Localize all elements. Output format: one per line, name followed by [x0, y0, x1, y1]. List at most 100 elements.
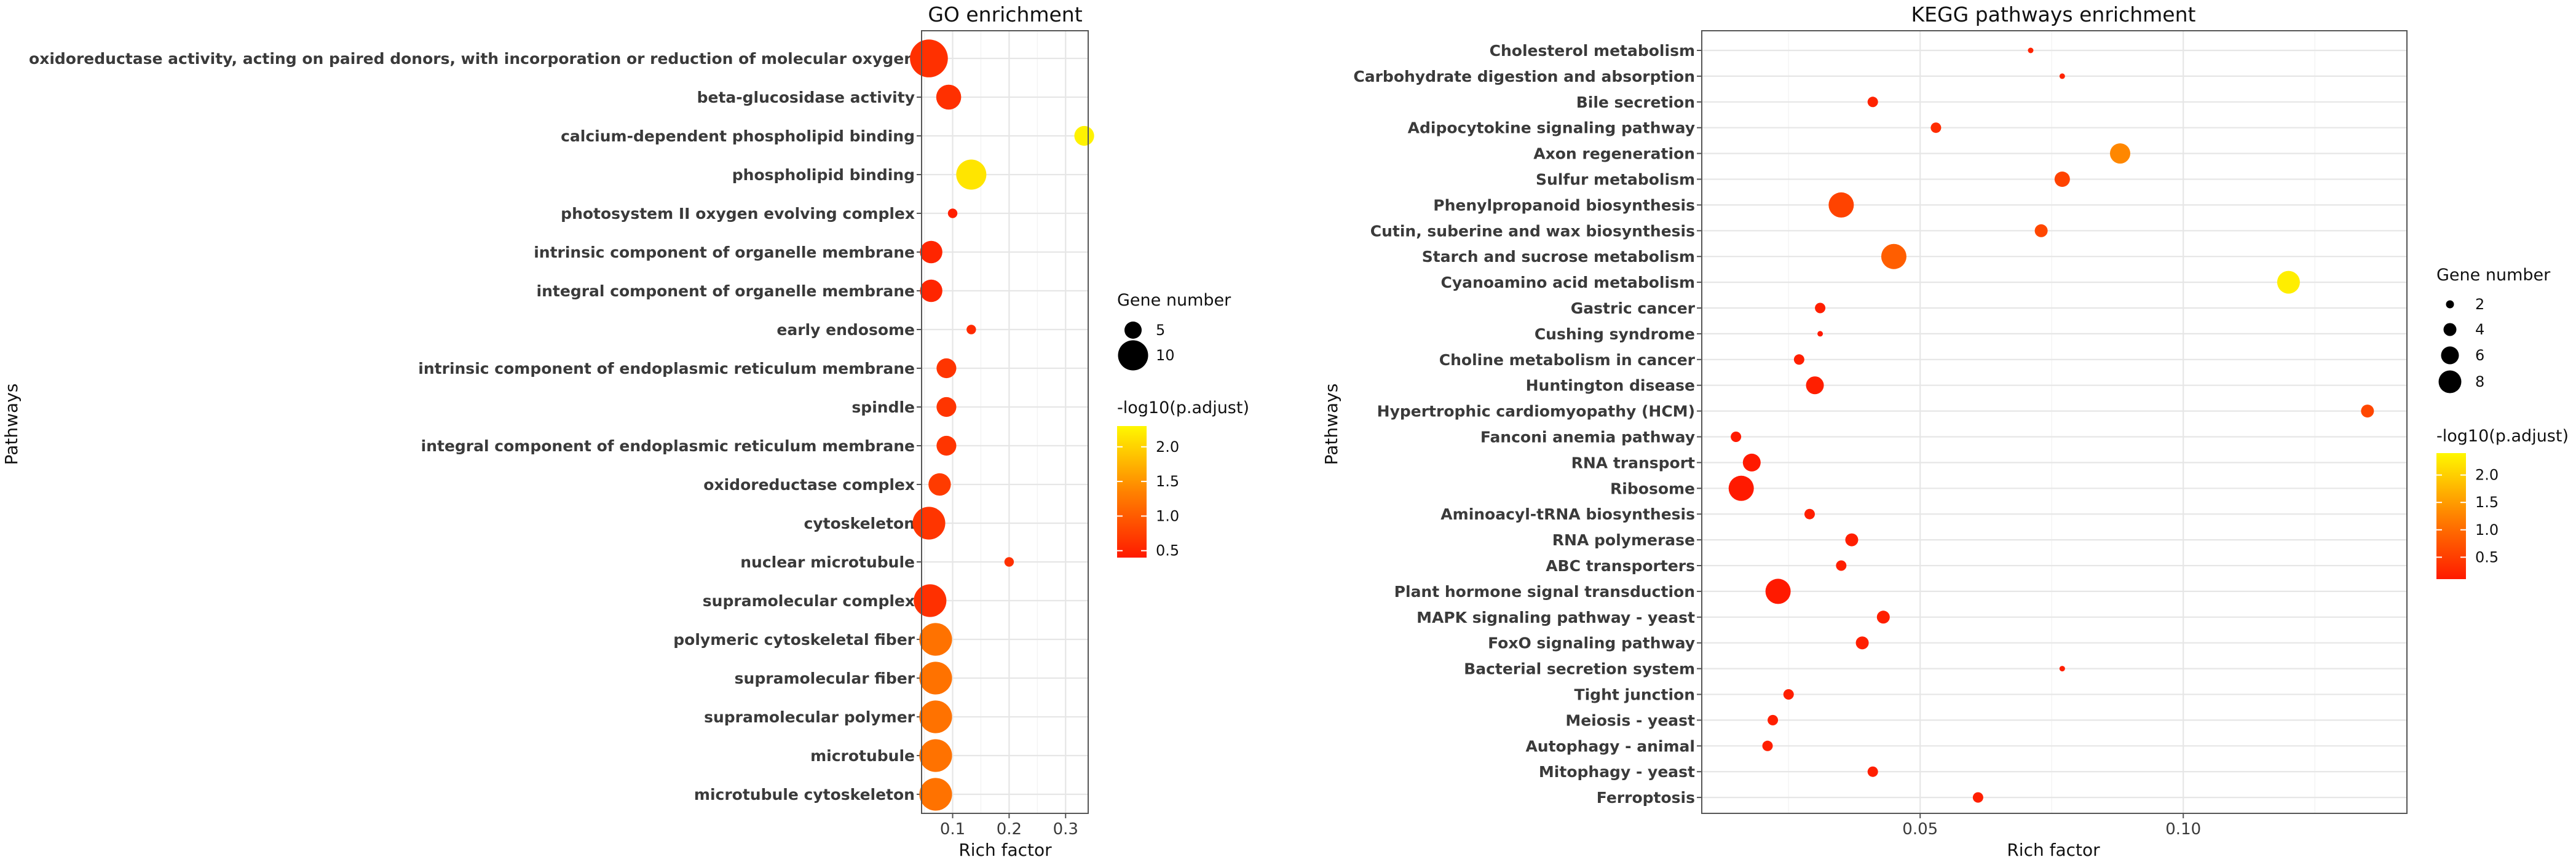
enrichment-point [966, 325, 976, 334]
pathway-label: polymeric cytoskeletal fiber [673, 631, 915, 649]
kegg-enrichment-chart: 0.05 0.10 Cholesterol metabolism Carbohydra… [1321, 2, 2569, 860]
pathway-label: Cyanoamino acid metabolism [1441, 274, 1695, 291]
x-tick-label: 0.10 [2165, 820, 2201, 839]
enrichment-point [1972, 792, 1983, 803]
enrichment-point [1728, 475, 1754, 501]
enrichment-point [936, 435, 957, 456]
enrichment-point [1074, 125, 1094, 146]
color-legend-label: 1.0 [1156, 507, 1179, 524]
x-tick-label: 0.1 [940, 820, 965, 839]
enrichment-point [936, 84, 962, 110]
enrichment-point [910, 39, 948, 77]
enrichment-point [920, 240, 942, 264]
pathway-label: intrinsic component of endoplasmic retic… [418, 360, 915, 377]
pathway-label: supramolecular polymer [704, 708, 915, 726]
enrichment-point [2361, 405, 2374, 418]
size-legend-label: 2 [2475, 296, 2484, 313]
x-axis-label: Rich factor [958, 840, 1052, 860]
enrichment-point [928, 473, 951, 496]
pathway-label: FoxO signaling pathway [1488, 634, 1695, 652]
color-legend-title: -log10(p.adjust) [2436, 427, 2569, 446]
pathway-label: phospholipid binding [732, 166, 915, 184]
plot-area [922, 31, 1088, 813]
plot-frame [921, 30, 1089, 814]
pathway-label: intrinsic component of organelle membran… [534, 243, 915, 261]
pathway-label: Cholesterol metabolism [1490, 42, 1695, 60]
pathway-label: integral component of endoplasmic reticu… [421, 437, 915, 455]
x-axis-label: Rich factor [2007, 840, 2100, 860]
enrichment-point [1828, 192, 1854, 218]
pathway-label: Cutin, suberine and wax biosynthesis [1370, 222, 1695, 240]
pathway-label: Tight junction [1574, 686, 1695, 704]
color-legend-title: -log10(p.adjust) [1117, 398, 1249, 417]
enrichment-point [1804, 508, 1815, 519]
enrichment-point [1762, 740, 1773, 751]
size-legend-dot [1124, 322, 1142, 339]
pathway-label: microtubule cytoskeleton [694, 786, 915, 804]
enrichment-point [1867, 97, 1878, 108]
size-legend-title: Gene number [2436, 266, 2551, 285]
enrichment-point [1783, 689, 1794, 700]
pathway-label: Fanconi anemia pathway [1480, 429, 1695, 446]
pathway-label: Sulfur metabolism [1536, 171, 1695, 189]
enrichment-point [912, 507, 946, 540]
size-legend-label: 6 [2475, 347, 2484, 364]
enrichment-point [920, 279, 942, 302]
enrichment-point [919, 778, 952, 811]
color-legend-label: 0.5 [2475, 548, 2499, 566]
size-legend-dot [2443, 323, 2457, 336]
x-tick-label: 0.2 [997, 820, 1022, 839]
size-legend-label: 8 [2475, 373, 2484, 390]
enrichment-point [1815, 302, 1826, 314]
chart-title: KEGG pathways enrichment [1911, 2, 2196, 26]
pathway-label: Ferroptosis [1597, 789, 1695, 807]
enrichment-point [1855, 636, 1869, 650]
enrichment-point [919, 700, 952, 733]
enrichment-point [914, 584, 947, 617]
pathway-label: Starch and sucrose metabolism [1422, 248, 1695, 266]
enrichment-point [1876, 610, 1890, 624]
enrichment-point [1731, 432, 1742, 442]
pathway-label: early endosome [776, 321, 915, 339]
pathway-label: Bacterial secretion system [1464, 660, 1695, 678]
pathway-label: Phenylpropanoid biosynthesis [1433, 196, 1695, 214]
color-legend-label: 0.5 [1156, 542, 1179, 559]
size-legend-dot [1118, 340, 1148, 371]
pathway-label: supramolecular fiber [735, 669, 915, 687]
pathway-label: supramolecular complex [703, 592, 915, 610]
enrichment-point [1845, 533, 1859, 547]
enrichment-point [1742, 453, 1761, 472]
color-legend-label: 1.5 [1156, 473, 1179, 490]
pathway-label: calcium-dependent phospholipid binding [561, 127, 915, 145]
enrichment-point [2054, 172, 2070, 187]
pathway-label: cytoskeleton [804, 515, 915, 532]
enrichment-point [1004, 557, 1014, 567]
pathway-label: Hypertrophic cardiomyopathy (HCM) [1377, 403, 1695, 421]
enrichment-point [1881, 243, 1906, 269]
pathway-label: MAPK signaling pathway - yeast [1416, 609, 1695, 626]
size-legend-dot [2438, 370, 2462, 393]
enrichment-point [1836, 560, 1847, 571]
pathway-label: beta-glucosidase activity [697, 89, 915, 106]
enrichment-point [936, 358, 957, 379]
enrichment-point [919, 662, 952, 695]
plot-area [1702, 31, 2407, 813]
enrichment-point [1930, 122, 1942, 133]
enrichment-point [919, 739, 952, 772]
pathway-label: Mitophagy - yeast [1539, 763, 1695, 781]
pathway-label: ABC transporters [1546, 557, 1695, 575]
pathway-label: oxidoreductase complex [703, 476, 915, 494]
go-enrichment-chart: 0.1 0.2 0.3 oxidoreductase activity, acting… [1, 2, 1249, 860]
enrichment-point [936, 397, 957, 417]
color-legend-label: 1.5 [2475, 494, 2499, 511]
enrichment-point [1793, 354, 1804, 365]
pathway-label: Huntington disease [1526, 377, 1695, 395]
size-legend-label: 10 [1156, 347, 1175, 364]
pathway-label: Axon regeneration [1533, 145, 1695, 163]
x-tick-label: 0.3 [1053, 820, 1078, 839]
chart-title: GO enrichment [928, 2, 1082, 26]
y-axis-label: Pathways [1321, 384, 1341, 465]
pathway-label: RNA polymerase [1552, 531, 1695, 549]
enrichment-point [2109, 143, 2130, 164]
enrichment-point [2059, 666, 2065, 672]
